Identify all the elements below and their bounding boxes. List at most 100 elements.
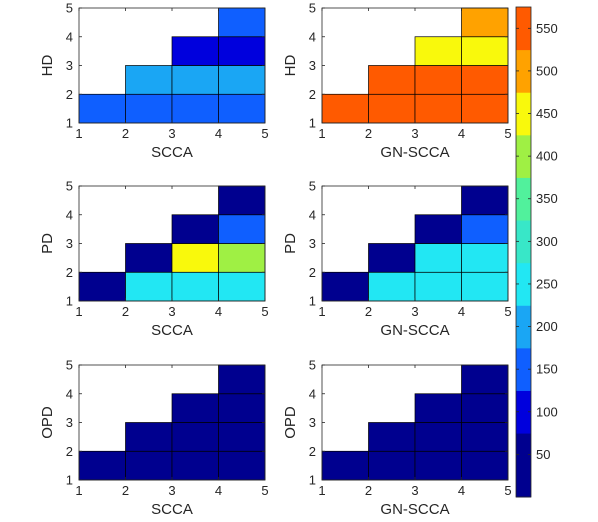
heatmap-cell — [414, 450, 462, 481]
heatmap-cell — [414, 93, 462, 124]
colorbar-tick-label: 350 — [536, 191, 558, 206]
y-tick-label: 4 — [66, 207, 73, 222]
colorbar-tick-label: 300 — [536, 234, 558, 249]
colorbar-band — [516, 433, 531, 498]
x-tick-label: 4 — [215, 126, 222, 141]
y-tick-label: 5 — [66, 1, 73, 16]
heatmap-cell — [218, 393, 266, 423]
heatmap-cell — [218, 271, 266, 302]
y-tick-label: 2 — [309, 444, 316, 459]
heatmap-cell — [78, 93, 126, 124]
x-axis-label: SCCA — [151, 501, 193, 518]
heatmap-cell — [368, 422, 416, 452]
x-tick-label: 5 — [261, 483, 268, 498]
y-axis-label: OPD — [282, 406, 299, 439]
heatmap-cell — [321, 93, 369, 124]
heatmap-cell — [368, 243, 416, 273]
y-tick-label: 3 — [66, 415, 73, 430]
x-tick-label: 2 — [365, 483, 372, 498]
heatmap-cell — [414, 393, 462, 423]
y-tick-label: 4 — [309, 386, 316, 401]
y-tick-label: 2 — [309, 87, 316, 102]
colorbar-band — [516, 134, 531, 178]
heatmap-cell — [461, 271, 509, 302]
heatmap-cell — [218, 364, 266, 395]
y-tick-label: 4 — [309, 29, 316, 44]
heatmap-cell — [171, 422, 219, 452]
heatmap-cell — [171, 65, 219, 95]
y-tick-label: 5 — [309, 1, 316, 16]
heatmap-cell — [218, 185, 266, 216]
heatmap-cell — [368, 65, 416, 95]
x-tick-label: 3 — [411, 126, 418, 141]
x-tick-label: 2 — [122, 304, 129, 319]
x-tick-label: 1 — [318, 483, 325, 498]
heatmap-cell — [461, 185, 509, 216]
heatmap-cell — [461, 65, 509, 95]
x-axis-label: SCCA — [151, 144, 193, 161]
heatmap-cell — [218, 214, 266, 244]
colorbar-band — [516, 7, 531, 51]
heatmap-cell — [321, 450, 369, 481]
colorbar-band — [516, 177, 531, 221]
x-axis-label: GN-SCCA — [380, 322, 449, 339]
colorbar-tick-label: 100 — [536, 404, 558, 419]
x-axis-label: GN-SCCA — [380, 144, 449, 161]
y-tick-label: 2 — [66, 444, 73, 459]
heatmap-cell — [125, 243, 173, 273]
x-tick-label: 1 — [75, 483, 82, 498]
heatmap-cell — [78, 271, 126, 302]
y-axis-label: PD — [39, 233, 56, 254]
x-tick-label: 4 — [215, 304, 222, 319]
heatmap-cell — [218, 93, 266, 124]
heatmap-cell — [461, 450, 509, 481]
colorbar-band — [516, 49, 531, 93]
x-tick-label: 1 — [75, 126, 82, 141]
colorbar-tick-label: 500 — [536, 63, 558, 78]
heatmap-cell — [414, 36, 462, 66]
y-tick-label: 2 — [309, 265, 316, 280]
heatmap-cell — [368, 93, 416, 124]
x-axis-label: SCCA — [151, 322, 193, 339]
y-tick-label: 1 — [66, 294, 73, 309]
x-tick-label: 2 — [122, 483, 129, 498]
y-axis-label: HD — [39, 55, 56, 77]
heatmap-cell — [461, 243, 509, 273]
heatmap-cell — [461, 422, 509, 452]
heatmap-cell — [461, 364, 509, 395]
y-axis-label: OPD — [39, 406, 56, 439]
colorbar-band — [516, 390, 531, 434]
heatmap-cell — [461, 7, 509, 38]
y-tick-label: 4 — [66, 29, 73, 44]
heatmap-cell — [218, 7, 266, 38]
colorbar-tick-label: 150 — [536, 362, 558, 377]
y-tick-label: 1 — [309, 473, 316, 488]
heatmap-cell — [125, 65, 173, 95]
y-tick-label: 4 — [66, 386, 73, 401]
colorbar-band — [516, 305, 531, 349]
x-tick-label: 2 — [122, 126, 129, 141]
colorbar-band — [516, 262, 531, 306]
heatmap-cell — [171, 271, 219, 302]
x-tick-label: 5 — [504, 304, 511, 319]
x-tick-label: 1 — [318, 126, 325, 141]
heatmap-cell — [171, 393, 219, 423]
colorbar-tick-label: 250 — [536, 276, 558, 291]
y-tick-label: 4 — [309, 207, 316, 222]
y-axis-label: HD — [282, 55, 299, 77]
heatmap-cell — [414, 422, 462, 452]
y-tick-label: 3 — [309, 58, 316, 73]
colorbar-band — [516, 92, 531, 136]
x-tick-label: 2 — [365, 126, 372, 141]
y-tick-label: 5 — [309, 179, 316, 194]
heatmap-cell — [78, 450, 126, 481]
y-tick-label: 5 — [66, 358, 73, 373]
heatmap-cell — [171, 243, 219, 273]
heatmap-cell — [414, 243, 462, 273]
colorbar-band — [516, 347, 531, 391]
heatmap-cell — [125, 450, 173, 481]
heatmap-cell — [171, 36, 219, 66]
heatmap-cell — [414, 214, 462, 244]
y-tick-label: 3 — [66, 58, 73, 73]
heatmap-cell — [218, 422, 266, 452]
